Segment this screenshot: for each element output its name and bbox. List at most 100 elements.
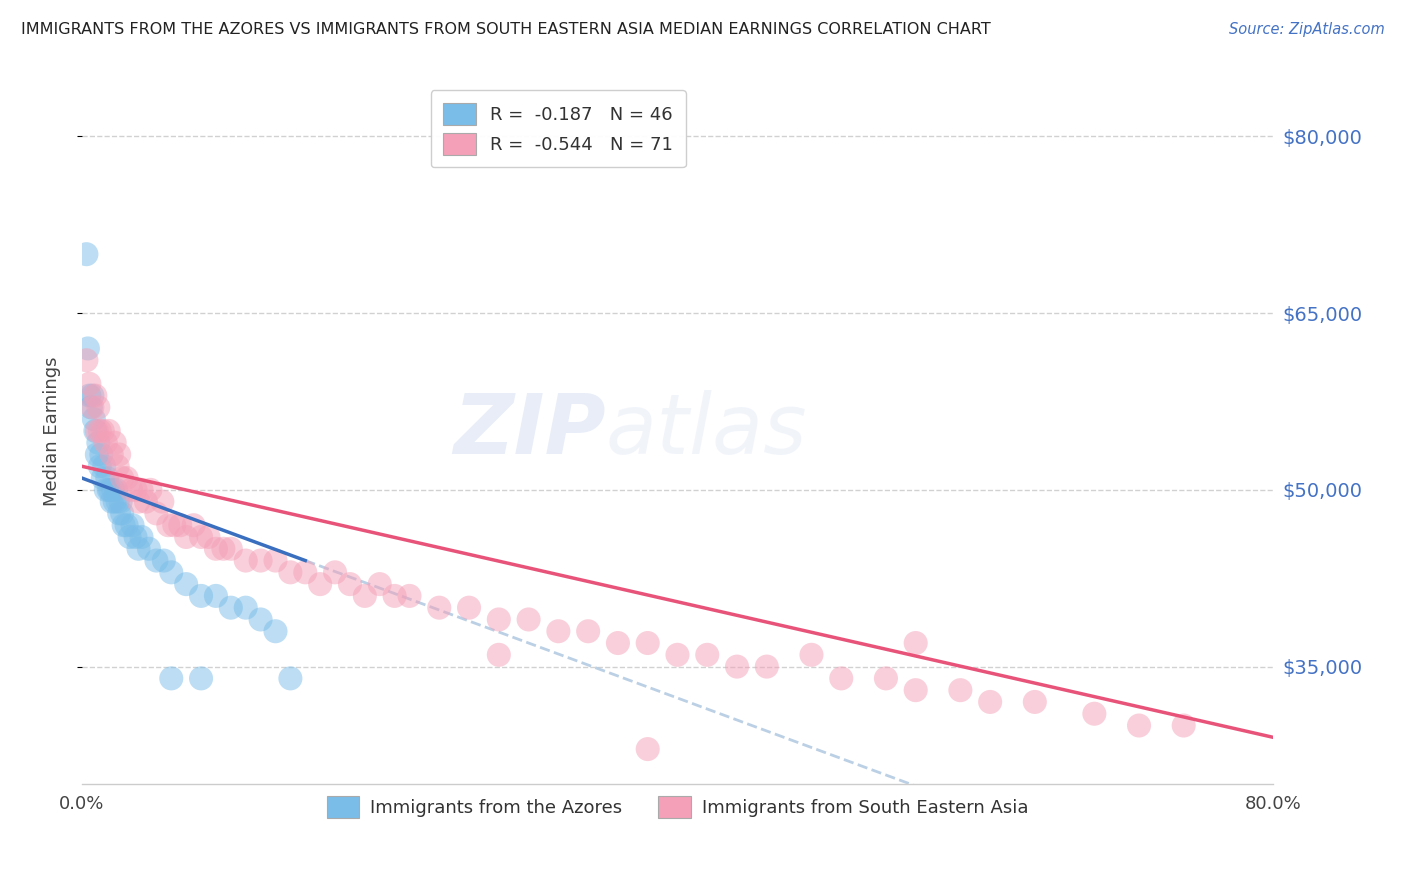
Point	[80, 401, 103, 415]
Point	[87, 401, 110, 415]
Point	[135, 494, 157, 508]
Point	[249, 612, 271, 626]
Point	[517, 612, 540, 626]
Point	[205, 589, 228, 603]
Point	[666, 648, 689, 662]
Point	[131, 483, 153, 497]
Point	[339, 577, 361, 591]
Point	[830, 672, 852, 686]
Point	[280, 672, 302, 686]
Point	[294, 566, 316, 580]
Point	[353, 589, 375, 603]
Point	[103, 483, 125, 497]
Point	[1083, 706, 1105, 721]
Point	[368, 577, 391, 591]
Point	[800, 648, 823, 662]
Point	[398, 589, 420, 603]
Point	[90, 448, 112, 462]
Point	[93, 459, 115, 474]
Point	[163, 518, 186, 533]
Point	[190, 530, 212, 544]
Point	[118, 530, 141, 544]
Point	[86, 424, 108, 438]
Point	[94, 483, 117, 497]
Point	[264, 624, 287, 639]
Point	[755, 659, 778, 673]
Point	[160, 672, 183, 686]
Point	[115, 518, 138, 533]
Point	[84, 388, 107, 402]
Point	[128, 541, 150, 556]
Point	[75, 247, 97, 261]
Point	[89, 459, 111, 474]
Point	[112, 518, 135, 533]
Point	[904, 683, 927, 698]
Point	[77, 342, 100, 356]
Point	[111, 507, 134, 521]
Point	[100, 448, 122, 462]
Text: ZIP: ZIP	[453, 391, 606, 472]
Point	[120, 483, 142, 497]
Point	[157, 518, 180, 533]
Point	[160, 566, 183, 580]
Point	[174, 530, 197, 544]
Point	[174, 577, 197, 591]
Point	[107, 494, 129, 508]
Point	[121, 518, 143, 533]
Point	[104, 494, 127, 508]
Point	[96, 471, 118, 485]
Point	[105, 483, 128, 497]
Y-axis label: Median Earnings: Median Earnings	[44, 356, 60, 506]
Point	[139, 483, 162, 497]
Point	[98, 483, 121, 497]
Point	[696, 648, 718, 662]
Point	[1173, 718, 1195, 732]
Point	[190, 589, 212, 603]
Point	[145, 553, 167, 567]
Point	[128, 494, 150, 508]
Point	[384, 589, 406, 603]
Point	[169, 518, 191, 533]
Point	[87, 435, 110, 450]
Point	[110, 494, 132, 508]
Point	[309, 577, 332, 591]
Point	[458, 600, 481, 615]
Point	[576, 624, 599, 639]
Point	[183, 518, 205, 533]
Point	[488, 612, 510, 626]
Text: Source: ZipAtlas.com: Source: ZipAtlas.com	[1229, 22, 1385, 37]
Point	[949, 683, 972, 698]
Point	[190, 672, 212, 686]
Point	[84, 424, 107, 438]
Point	[97, 424, 120, 438]
Point	[205, 541, 228, 556]
Legend: Immigrants from the Azores, Immigrants from South Eastern Asia: Immigrants from the Azores, Immigrants f…	[319, 789, 1035, 825]
Point	[104, 435, 127, 450]
Point	[107, 459, 129, 474]
Point	[91, 424, 114, 438]
Point	[75, 353, 97, 368]
Point	[79, 388, 101, 402]
Point	[637, 636, 659, 650]
Point	[427, 600, 450, 615]
Point	[79, 376, 101, 391]
Point	[637, 742, 659, 756]
Point	[124, 483, 146, 497]
Point	[547, 624, 569, 639]
Point	[108, 507, 131, 521]
Point	[904, 636, 927, 650]
Point	[83, 412, 105, 426]
Point	[280, 566, 302, 580]
Point	[219, 600, 242, 615]
Point	[607, 636, 630, 650]
Point	[111, 471, 134, 485]
Point	[197, 530, 219, 544]
Point	[138, 541, 160, 556]
Point	[249, 553, 271, 567]
Point	[97, 483, 120, 497]
Point	[153, 553, 176, 567]
Point	[212, 541, 235, 556]
Text: IMMIGRANTS FROM THE AZORES VS IMMIGRANTS FROM SOUTH EASTERN ASIA MEDIAN EARNINGS: IMMIGRANTS FROM THE AZORES VS IMMIGRANTS…	[21, 22, 991, 37]
Point	[108, 448, 131, 462]
Point	[235, 600, 257, 615]
